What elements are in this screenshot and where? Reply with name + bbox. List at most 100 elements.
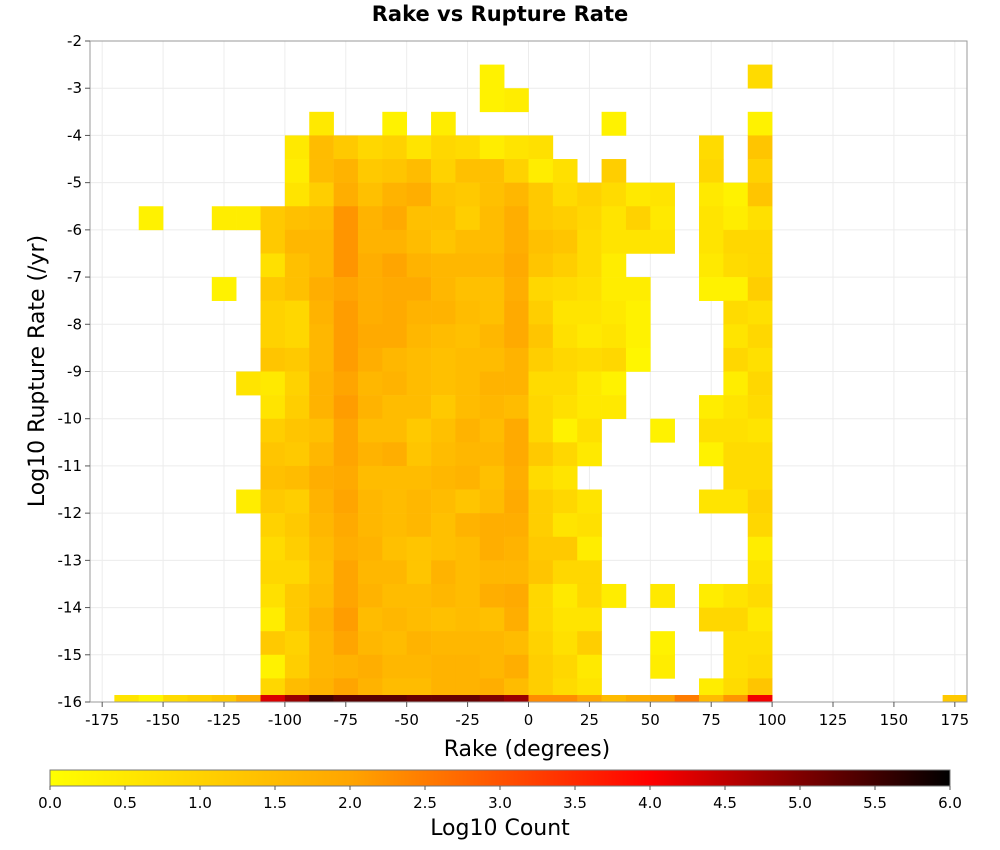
heatmap-cell	[333, 654, 359, 679]
y-tick-label: -3	[67, 79, 82, 97]
heatmap-cell	[382, 395, 407, 420]
heatmap-cell	[382, 347, 407, 372]
heatmap-cell	[625, 206, 651, 231]
heatmap-cell	[699, 442, 724, 467]
heatmap-cell	[747, 135, 773, 160]
heatmap-cell	[479, 88, 505, 113]
heatmap-cell	[309, 607, 334, 632]
heatmap-cell	[382, 135, 407, 160]
heatmap-cell	[747, 277, 773, 301]
heatmap-cell	[382, 229, 407, 254]
heatmap-cell	[309, 371, 334, 396]
heatmap-cell	[406, 631, 432, 656]
heatmap-cell	[552, 229, 578, 254]
heatmap-cell	[333, 631, 359, 656]
heatmap-cell	[552, 347, 578, 372]
colorbar-tick-label: 3.0	[488, 794, 512, 812]
heatmap-cell	[455, 324, 481, 349]
heatmap-cell	[479, 371, 505, 396]
heatmap-cell	[650, 583, 675, 608]
heatmap-cell	[382, 324, 407, 349]
heatmap-cell	[601, 300, 627, 325]
heatmap-cell	[431, 371, 456, 396]
colorbar-tick-label: 2.0	[338, 794, 362, 812]
y-tick-label: -6	[67, 221, 82, 239]
heatmap-cell	[333, 135, 359, 160]
heatmap-cell	[455, 347, 481, 372]
heatmap-cell	[650, 229, 675, 254]
heatmap-cell	[406, 654, 432, 679]
heatmap-cell	[260, 513, 286, 538]
heatmap-cell	[650, 206, 675, 231]
heatmap-cell-bottom-row	[942, 695, 968, 702]
heatmap-cell	[309, 536, 334, 561]
heatmap-cell	[333, 560, 359, 585]
heatmap-cell	[504, 182, 529, 207]
heatmap-cell	[382, 442, 407, 467]
heatmap-cell	[309, 442, 334, 467]
y-tick-label: -16	[58, 693, 83, 711]
axis-layer: -175 -150 -125 -100 -75 -50 -25 0 25 50 75 100 125 15…	[58, 32, 970, 729]
heatmap-cell	[747, 583, 773, 608]
heatmap-cell	[528, 560, 554, 585]
heatmap-cell	[431, 489, 456, 514]
heatmap-cell	[284, 371, 310, 396]
heatmap-cell	[577, 300, 602, 325]
heatmap-cell	[333, 607, 359, 632]
heatmap-cell	[406, 442, 432, 467]
heatmap-cell	[552, 536, 578, 561]
x-tick-label: 100	[758, 711, 787, 729]
heatmap-cell	[479, 513, 505, 538]
heatmap-cell	[284, 536, 310, 561]
heatmap-cell	[333, 489, 359, 514]
heatmap-cell	[431, 418, 456, 443]
heatmap-cell	[431, 442, 456, 467]
heatmap-cell	[479, 159, 505, 183]
heatmap-cell	[528, 300, 554, 325]
heatmap-cell	[699, 206, 724, 231]
heatmap-cell	[528, 347, 554, 372]
heatmap-cell	[309, 418, 334, 443]
heatmap-cell	[699, 182, 724, 207]
heatmap-cell	[504, 253, 529, 278]
heatmap-cell	[577, 607, 602, 632]
heatmap-cell	[528, 324, 554, 349]
heatmap-cell	[382, 182, 407, 207]
heatmap-cell	[723, 654, 749, 679]
heatmap-cell	[431, 465, 456, 490]
heatmap-cell	[284, 465, 310, 490]
heatmap-cell	[601, 583, 627, 608]
heatmap-cell	[479, 229, 505, 254]
heatmap-cell	[309, 277, 334, 301]
x-tick-label: 175	[940, 711, 969, 729]
heatmap-cell	[504, 654, 529, 679]
heatmap-cell	[747, 631, 773, 656]
heatmap-cell	[747, 654, 773, 679]
heatmap-cell	[431, 300, 456, 325]
heatmap-cell	[357, 489, 383, 514]
heatmap-cell	[747, 253, 773, 278]
heatmap-cell-bottom-row	[479, 695, 505, 702]
heatmap-cell	[333, 324, 359, 349]
heatmap-cell	[601, 111, 627, 136]
heatmap-cell-bottom-row	[114, 695, 140, 702]
heatmap-cell	[479, 395, 505, 420]
heatmap-cell	[382, 631, 407, 656]
colorbar-tick-label: 2.5	[413, 794, 437, 812]
x-tick-label: -25	[455, 711, 480, 729]
heatmap-cell	[406, 395, 432, 420]
heatmap-cell	[747, 560, 773, 585]
heatmap-cell	[260, 324, 286, 349]
heatmap-cell	[284, 347, 310, 372]
heatmap-cell	[455, 182, 481, 207]
heatmap-cell	[455, 442, 481, 467]
heatmap-cell	[382, 560, 407, 585]
heatmap-cell	[479, 654, 505, 679]
heatmap-cell	[625, 182, 651, 207]
heatmap-cell	[260, 253, 286, 278]
heatmap-cell	[552, 489, 578, 514]
heatmap-cell	[747, 395, 773, 420]
heatmap-cell	[455, 607, 481, 632]
colorbar-tick-label: 5.0	[788, 794, 812, 812]
x-tick-label: 50	[641, 711, 660, 729]
